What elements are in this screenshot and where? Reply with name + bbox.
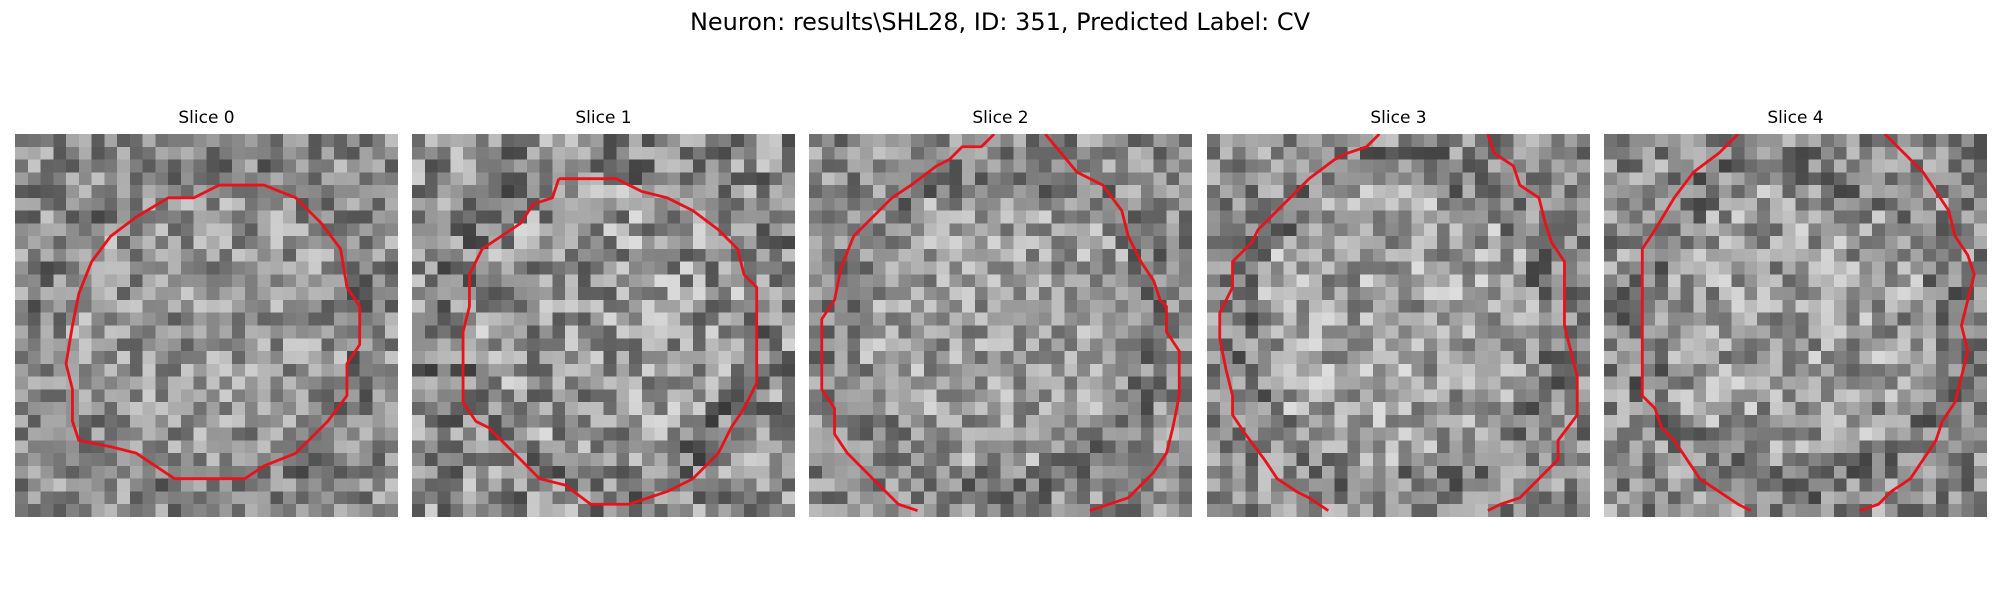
roi-contour	[1486, 134, 1579, 512]
microscopy-slice-image	[809, 134, 1192, 517]
slice-title: Slice 2	[972, 108, 1029, 128]
slice-title: Slice 1	[575, 108, 632, 128]
microscopy-slice-image	[1207, 134, 1590, 517]
roi-contour	[461, 177, 759, 506]
roi-contour	[1044, 134, 1181, 512]
roi-contour	[1858, 134, 1976, 512]
slice-panel-1: Slice 1	[412, 107, 795, 517]
roi-contour	[1218, 134, 1381, 512]
slice-panel-2: Slice 2	[809, 107, 1192, 517]
roi-contour	[64, 183, 362, 481]
roi-contour	[820, 134, 996, 512]
roi-contour	[1640, 134, 1752, 512]
microscopy-slice-image	[15, 134, 398, 517]
microscopy-slice-image	[412, 134, 795, 517]
slice-panel-4: Slice 4	[1604, 107, 1987, 517]
figure-title: Neuron: results\SHL28, ID: 351, Predicte…	[689, 8, 1311, 36]
slice-title: Slice 0	[178, 108, 235, 128]
slice-title: Slice 3	[1370, 108, 1427, 128]
microscopy-slice-image	[1604, 134, 1987, 517]
slice-panel-0: Slice 0	[15, 107, 398, 517]
slice-title: Slice 4	[1767, 108, 1824, 128]
slice-panel-3: Slice 3	[1207, 107, 1590, 517]
